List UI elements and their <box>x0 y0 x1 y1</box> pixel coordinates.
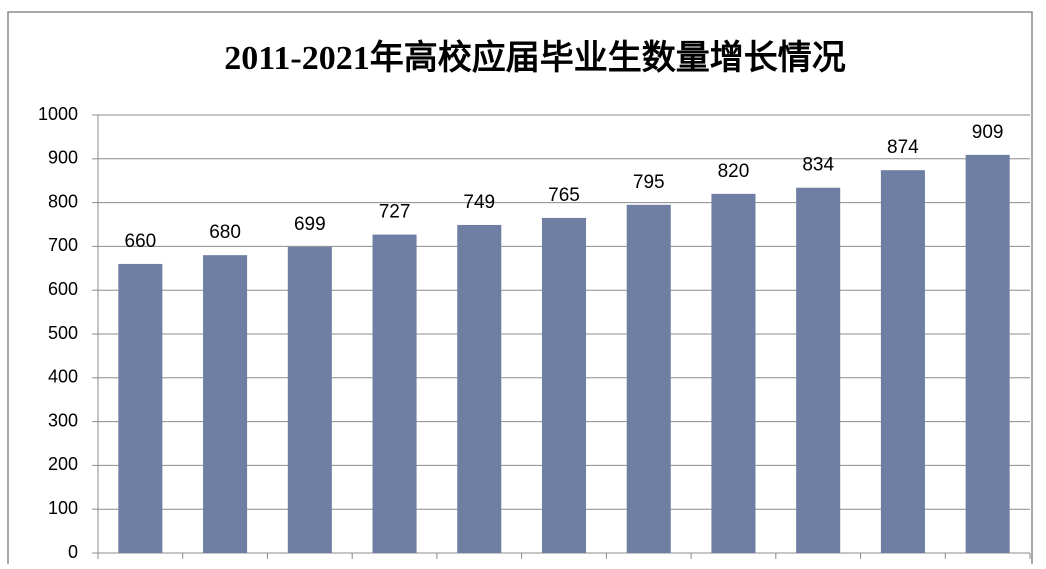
data-label: 874 <box>887 137 919 158</box>
bar <box>880 170 925 554</box>
data-label: 909 <box>972 122 1004 143</box>
bar <box>541 217 587 553</box>
bar <box>711 193 756 553</box>
bar <box>965 154 1010 553</box>
data-label: 749 <box>463 192 495 213</box>
bar <box>457 224 502 554</box>
bar <box>796 187 841 553</box>
data-label: 680 <box>209 222 241 243</box>
y-tick-label: 900 <box>48 148 78 168</box>
y-tick-label: 700 <box>48 235 78 255</box>
bar <box>118 263 163 553</box>
data-label: 727 <box>379 202 411 223</box>
y-tick-label: 500 <box>48 323 78 343</box>
data-label: 765 <box>548 185 580 206</box>
bar <box>287 246 332 553</box>
y-tick-label: 100 <box>48 498 78 518</box>
y-tick-label: 1000 <box>38 104 78 124</box>
data-label: 699 <box>294 214 326 235</box>
y-tick-label: 200 <box>48 454 78 474</box>
chart-title: 2011-2021年高校应届毕业生数量增长情况 <box>224 39 845 77</box>
bar <box>372 234 417 553</box>
y-tick-label: 400 <box>48 367 78 387</box>
data-label: 795 <box>633 172 665 193</box>
bar <box>626 204 671 554</box>
y-tick-label: 600 <box>48 279 78 299</box>
y-tick-label: 0 <box>68 542 78 562</box>
data-label: 834 <box>802 155 834 176</box>
bar <box>203 255 248 553</box>
y-tick-label: 800 <box>48 191 78 211</box>
data-label: 820 <box>718 161 750 182</box>
data-label: 660 <box>125 231 157 252</box>
y-tick-label: 300 <box>48 410 78 430</box>
